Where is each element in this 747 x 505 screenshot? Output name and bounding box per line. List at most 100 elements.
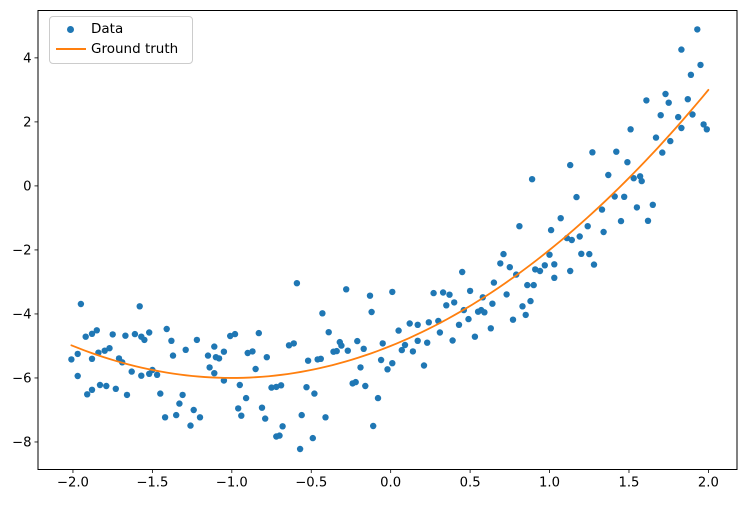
data-point [551, 261, 558, 268]
data-point [420, 362, 428, 369]
data-point [657, 112, 664, 119]
data-point [138, 372, 145, 379]
data-point [204, 352, 212, 359]
scatter-series [68, 26, 710, 453]
data-point [509, 316, 517, 323]
data-point [303, 384, 310, 391]
data-point [211, 343, 218, 350]
y-tick-label: −4 [12, 307, 31, 322]
x-tick-label: 0.0 [380, 475, 401, 490]
data-point [414, 337, 421, 344]
data-point [567, 161, 574, 169]
data-point [589, 149, 596, 156]
data-point [636, 173, 644, 180]
data-point [621, 193, 628, 200]
data-point [443, 302, 450, 309]
data-point [179, 391, 186, 399]
data-point [449, 337, 456, 344]
data-point [568, 236, 575, 244]
data-point [697, 61, 704, 69]
data-point [370, 422, 377, 430]
data-point [489, 300, 496, 307]
y-tick-label: 4 [23, 51, 31, 66]
x-tick-label: 2.0 [698, 475, 719, 490]
data-point [630, 175, 637, 182]
y-tick-label: −8 [12, 435, 31, 450]
data-point [220, 348, 228, 355]
data-point [694, 26, 701, 33]
data-point [446, 291, 453, 298]
data-point [84, 391, 91, 398]
y-tick-label: 0 [23, 179, 31, 194]
data-point [157, 390, 164, 397]
data-point [244, 349, 251, 357]
data-point [227, 332, 234, 340]
data-point [541, 262, 548, 269]
data-point [74, 350, 81, 358]
legend-label-ground-truth: Ground truth [91, 40, 179, 57]
y-tick-label: −6 [12, 371, 31, 386]
data-point [414, 321, 421, 328]
x-tick-label: 0.5 [460, 475, 481, 490]
data-point [536, 267, 544, 275]
data-point [258, 404, 266, 411]
data-point [519, 303, 526, 310]
data-point [325, 329, 332, 336]
data-point [409, 348, 417, 355]
x-tick-label: 1.5 [618, 475, 639, 490]
data-point [236, 381, 243, 389]
data-point [643, 97, 650, 104]
data-point [252, 365, 259, 373]
data-point [235, 405, 242, 412]
data-point [439, 289, 447, 296]
data-point [293, 280, 301, 287]
data-point [379, 340, 386, 347]
data-point [131, 330, 139, 338]
data-point [665, 99, 672, 106]
data-point [487, 325, 494, 332]
data-point [77, 300, 85, 308]
data-point [220, 377, 228, 384]
data-point [527, 297, 534, 305]
data-point [322, 414, 329, 421]
data-point [168, 337, 175, 344]
data-point [112, 385, 120, 392]
data-point [196, 414, 204, 421]
data-point [268, 384, 275, 391]
data-point [88, 330, 96, 337]
data-point [546, 251, 553, 258]
data-point [304, 357, 312, 364]
data-point [406, 320, 413, 327]
data-point [82, 333, 89, 340]
x-tick-label: −1.5 [136, 475, 168, 490]
data-point [389, 360, 396, 367]
data-point [374, 394, 382, 402]
data-point [547, 226, 555, 234]
data-point [675, 113, 682, 121]
data-point [703, 126, 710, 133]
data-point [319, 310, 326, 317]
data-point [368, 308, 375, 316]
data-point [88, 386, 96, 393]
data-point [578, 250, 585, 257]
data-point [123, 391, 131, 399]
data-point [627, 126, 634, 133]
data-point [193, 336, 201, 344]
data-point [360, 345, 367, 352]
data-point [611, 193, 618, 200]
data-point [215, 355, 223, 362]
data-point [384, 366, 391, 373]
x-tick-label: −0.5 [295, 475, 327, 490]
data-point [309, 434, 316, 442]
data-point [662, 90, 669, 98]
data-point [530, 281, 537, 289]
legend-entry-ground-truth: Ground truth [50, 40, 178, 60]
data-point [182, 346, 189, 353]
data-point [88, 355, 96, 362]
data-point [613, 148, 620, 155]
data-point [466, 287, 474, 295]
y-axis: 4 2 0 −2 −4 −6 −8 [12, 51, 38, 450]
data-point [296, 445, 304, 453]
